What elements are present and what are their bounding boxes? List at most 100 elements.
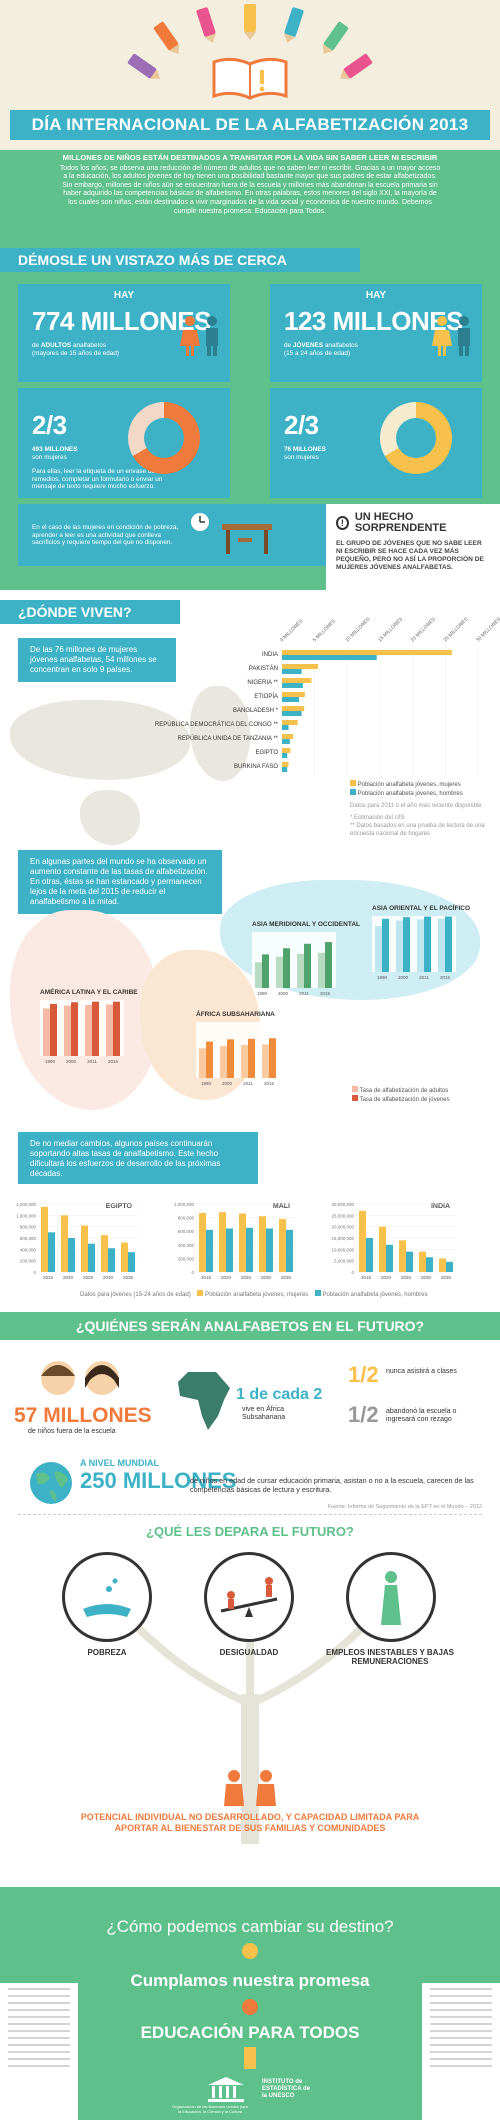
y-tick: 200,000 — [178, 1256, 195, 1261]
intro-panel: MILLONES DE NIÑOS ESTÁN DESTINADOS A TRA… — [0, 150, 500, 228]
adult-women-card: 2/3 493 MILLONES son mujeres Para ellas, … — [18, 388, 230, 498]
region-title: ASIA ORIENTAL Y EL PACÍFICO — [372, 903, 470, 912]
youth-number: 123 MILLONES — [284, 306, 463, 336]
arrow-down-icon — [242, 1943, 258, 1959]
world-map — [10, 700, 190, 780]
projection-charts: EGIPTO 0 200,000 400,000 600,000 800,000 1,000… — [16, 1202, 456, 1280]
divider — [18, 1514, 482, 1515]
woman-man-icon — [432, 314, 476, 363]
year-label: 2000 — [222, 1081, 233, 1086]
reading-children-icon — [222, 1766, 278, 1815]
year-label: 2035 — [281, 1275, 292, 1280]
y-tick: 600,000 — [178, 1229, 195, 1234]
uis-text: INSTITUTO de ESTADÍSTICA de la UNESCO — [262, 2079, 311, 2099]
one-in-two-text: vive en África Subsahariana — [242, 1406, 286, 1421]
bar-female — [219, 1212, 226, 1272]
young-illiterates-by-country-chart: 0 MILLONES 5 MILLONES 10 MILLONES 15 MILLON… — [155, 616, 500, 776]
bar-female — [359, 1210, 366, 1272]
promise-text: Cumplamos nuestra promesa — [130, 1971, 370, 1990]
bar-male — [286, 1229, 293, 1272]
book-page-right — [422, 1983, 500, 2120]
year-label: 2035 — [441, 1275, 452, 1280]
out-of-school-number: 57 MILLONES — [14, 1404, 152, 1427]
bar-female — [259, 1216, 266, 1272]
subtitle: MILLONES DE NIÑOS ESTÁN DESTINADOS A TRA… — [62, 153, 438, 162]
woman-man-icon — [180, 314, 224, 363]
bar-youth — [382, 918, 389, 972]
youth-card: HAY 123 MILLONES de JÓVENES analfabetos(… — [270, 284, 482, 382]
year-label: 2015 — [361, 1275, 372, 1280]
bar-female — [282, 748, 291, 753]
pencil-icon — [323, 21, 349, 51]
header-section: DÍA INTERNACIONAL DE LA ALFABETIZACIÓN 2… — [0, 0, 500, 228]
bar-female — [282, 720, 298, 725]
pencil-icon — [343, 53, 373, 79]
year-label: 2011 — [299, 991, 309, 996]
bar-male — [406, 1251, 413, 1272]
women-text: Para ellas, leer la etiqueta de un envas… — [32, 468, 163, 491]
bar-adult — [297, 953, 304, 988]
y-tick: 10,000,000 — [331, 1247, 354, 1252]
country-label: PAKISTÁN — [249, 665, 278, 672]
year-label: 2020 — [63, 1275, 74, 1280]
bar-adult — [106, 1004, 113, 1056]
world-map — [190, 686, 250, 781]
bar-female — [81, 1225, 88, 1272]
children-icon — [36, 1358, 126, 1407]
section-heading: DÉMOSLE UN VISTAZO MÁS DE CERCA — [0, 248, 360, 272]
hay-label: HAY — [365, 290, 387, 301]
country-label: ETIOPÍA — [254, 693, 278, 700]
year-label: 2015 — [201, 1275, 212, 1280]
year-label: 2030 — [103, 1275, 114, 1280]
bar-adult — [262, 1044, 269, 1078]
future-question: ¿QUÉ LES DEPARA EL FUTURO? — [146, 1524, 354, 1539]
intro-text: Todos los años, se observa una reducción… — [59, 164, 441, 215]
country-title: INDIA — [431, 1203, 450, 1210]
bar-male — [226, 1228, 233, 1272]
bar-female — [101, 1235, 108, 1272]
bar-female — [61, 1215, 68, 1272]
arrow-down-icon — [242, 1999, 258, 2015]
half-never: 1/2 — [348, 1362, 379, 1387]
jobs-label: EMPLEOS INESTABLES Y BAJAS REMUNERACIONE… — [325, 1648, 455, 1666]
year-label: 2015 — [264, 1081, 275, 1086]
year-label: 2035 — [123, 1275, 134, 1280]
y-tick: 600,000 — [20, 1236, 37, 1241]
where-legend: Población analfabeta jóvenes, mujeres Po… — [350, 780, 485, 837]
projection-section: De no mediar cambios, algunos países con… — [0, 1132, 500, 1312]
y-tick: 25,000,000 — [331, 1213, 354, 1218]
bar-male — [282, 739, 290, 744]
pencil-icon — [127, 53, 157, 79]
bar-female — [282, 706, 305, 711]
year-label: 2025 — [83, 1275, 94, 1280]
bar-male — [88, 1243, 95, 1272]
year-label: 2030 — [421, 1275, 432, 1280]
bar-adult — [438, 918, 445, 972]
half-drop: 1/2 — [348, 1402, 379, 1427]
bar-adult — [417, 919, 424, 972]
projection-legend: Datos para jóvenes (15-24 años de edad) … — [80, 1290, 428, 1298]
country-label: NIGERIA ** — [247, 680, 278, 686]
closer-look-section: DÉMOSLE UN VISTAZO MÁS DE CERCA HAY 774 … — [0, 228, 500, 590]
bar-youth — [403, 917, 410, 972]
bar-male — [282, 711, 302, 716]
pencil-icon — [244, 4, 256, 40]
bar-adult — [375, 926, 382, 972]
region-title: AMÉRICA LATINA Y EL CARIBE — [40, 987, 138, 996]
poverty-label: POBREZA — [87, 1648, 127, 1657]
women-share-donut — [128, 402, 200, 474]
desk-icon — [218, 518, 278, 563]
bar-adult — [85, 1005, 92, 1056]
country-label: EGIPTO — [255, 750, 278, 756]
year-label: 1990 — [257, 991, 268, 996]
bar-adult — [199, 1048, 206, 1078]
year-label: 2030 — [261, 1275, 272, 1280]
bar-female — [439, 1258, 446, 1272]
literacy-legend: Tasa de alfabetización de adultos Tasa d… — [352, 1086, 450, 1104]
bar-adult — [241, 1044, 248, 1078]
world-number: 250 MILLONES — [80, 1468, 237, 1493]
bar-youth — [269, 1038, 276, 1078]
bar-adult — [43, 1008, 50, 1056]
year-label: 1990 — [45, 1059, 56, 1064]
hay-label: HAY — [113, 290, 135, 301]
